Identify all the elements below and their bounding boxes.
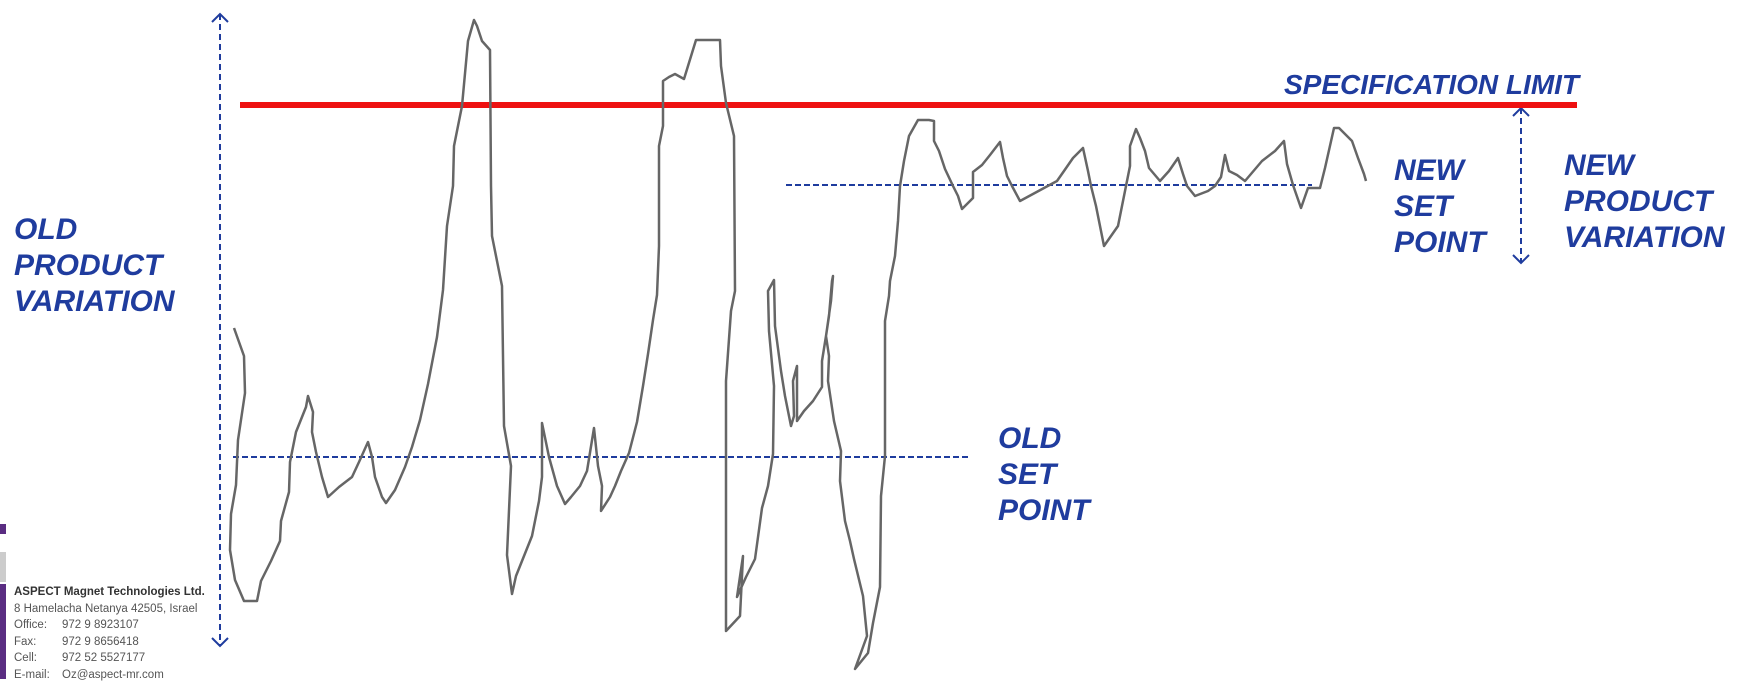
old-product-variation-label: OLD PRODUCT VARIATION [14, 212, 175, 320]
fax-row: Fax:972 9 8656418 [14, 634, 205, 651]
email-row: E-mail:Oz@aspect-mr.com [14, 667, 205, 683]
company-name: ASPECT Magnet Technologies Ltd. [14, 584, 205, 601]
purple-accent-bar [0, 524, 6, 534]
process-variation-trace [230, 20, 1366, 669]
cell-label: Cell: [14, 650, 62, 667]
fax-label: Fax: [14, 634, 62, 651]
old-product-variation-line-1: OLD [14, 212, 175, 248]
old-set-point-line-1: OLD [998, 421, 1090, 457]
email-label: E-mail: [14, 667, 62, 683]
old-product-variation-line-3: VARIATION [14, 284, 175, 320]
new-product-variation-line-1: NEW [1564, 148, 1725, 184]
old-set-point-line-3: POINT [998, 493, 1090, 529]
cell-row: Cell:972 52 5527177 [14, 650, 205, 667]
contact-block: ASPECT Magnet Technologies Ltd. 8 Hamela… [14, 584, 205, 683]
gray-accent-bar [0, 552, 6, 582]
new-product-variation-line-2: PRODUCT [1564, 184, 1725, 220]
new-set-point-label: NEW SET POINT [1394, 153, 1486, 261]
specification-limit-label: SPECIFICATION LIMIT [1284, 68, 1579, 102]
old-set-point-line-2: SET [998, 457, 1090, 493]
old-product-variation-line-2: PRODUCT [14, 248, 175, 284]
old-set-point-label: OLD SET POINT [998, 421, 1090, 529]
office-phone-row: Office:972 9 8923107 [14, 617, 205, 634]
purple-accent-bar-lower [0, 584, 6, 679]
company-address: 8 Hamelacha Netanya 42505, Israel [14, 601, 205, 618]
new-set-point-line-3: POINT [1394, 225, 1486, 261]
new-set-point-line-1: NEW [1394, 153, 1486, 189]
cell-number: 972 52 5527177 [62, 652, 145, 664]
new-product-variation-line-3: VARIATION [1564, 220, 1725, 256]
office-label: Office: [14, 617, 62, 634]
fax-number: 972 9 8656418 [62, 636, 139, 648]
new-set-point-line-2: SET [1394, 189, 1486, 225]
new-product-variation-label: NEW PRODUCT VARIATION [1564, 148, 1725, 256]
office-phone: 972 9 8923107 [62, 619, 139, 631]
